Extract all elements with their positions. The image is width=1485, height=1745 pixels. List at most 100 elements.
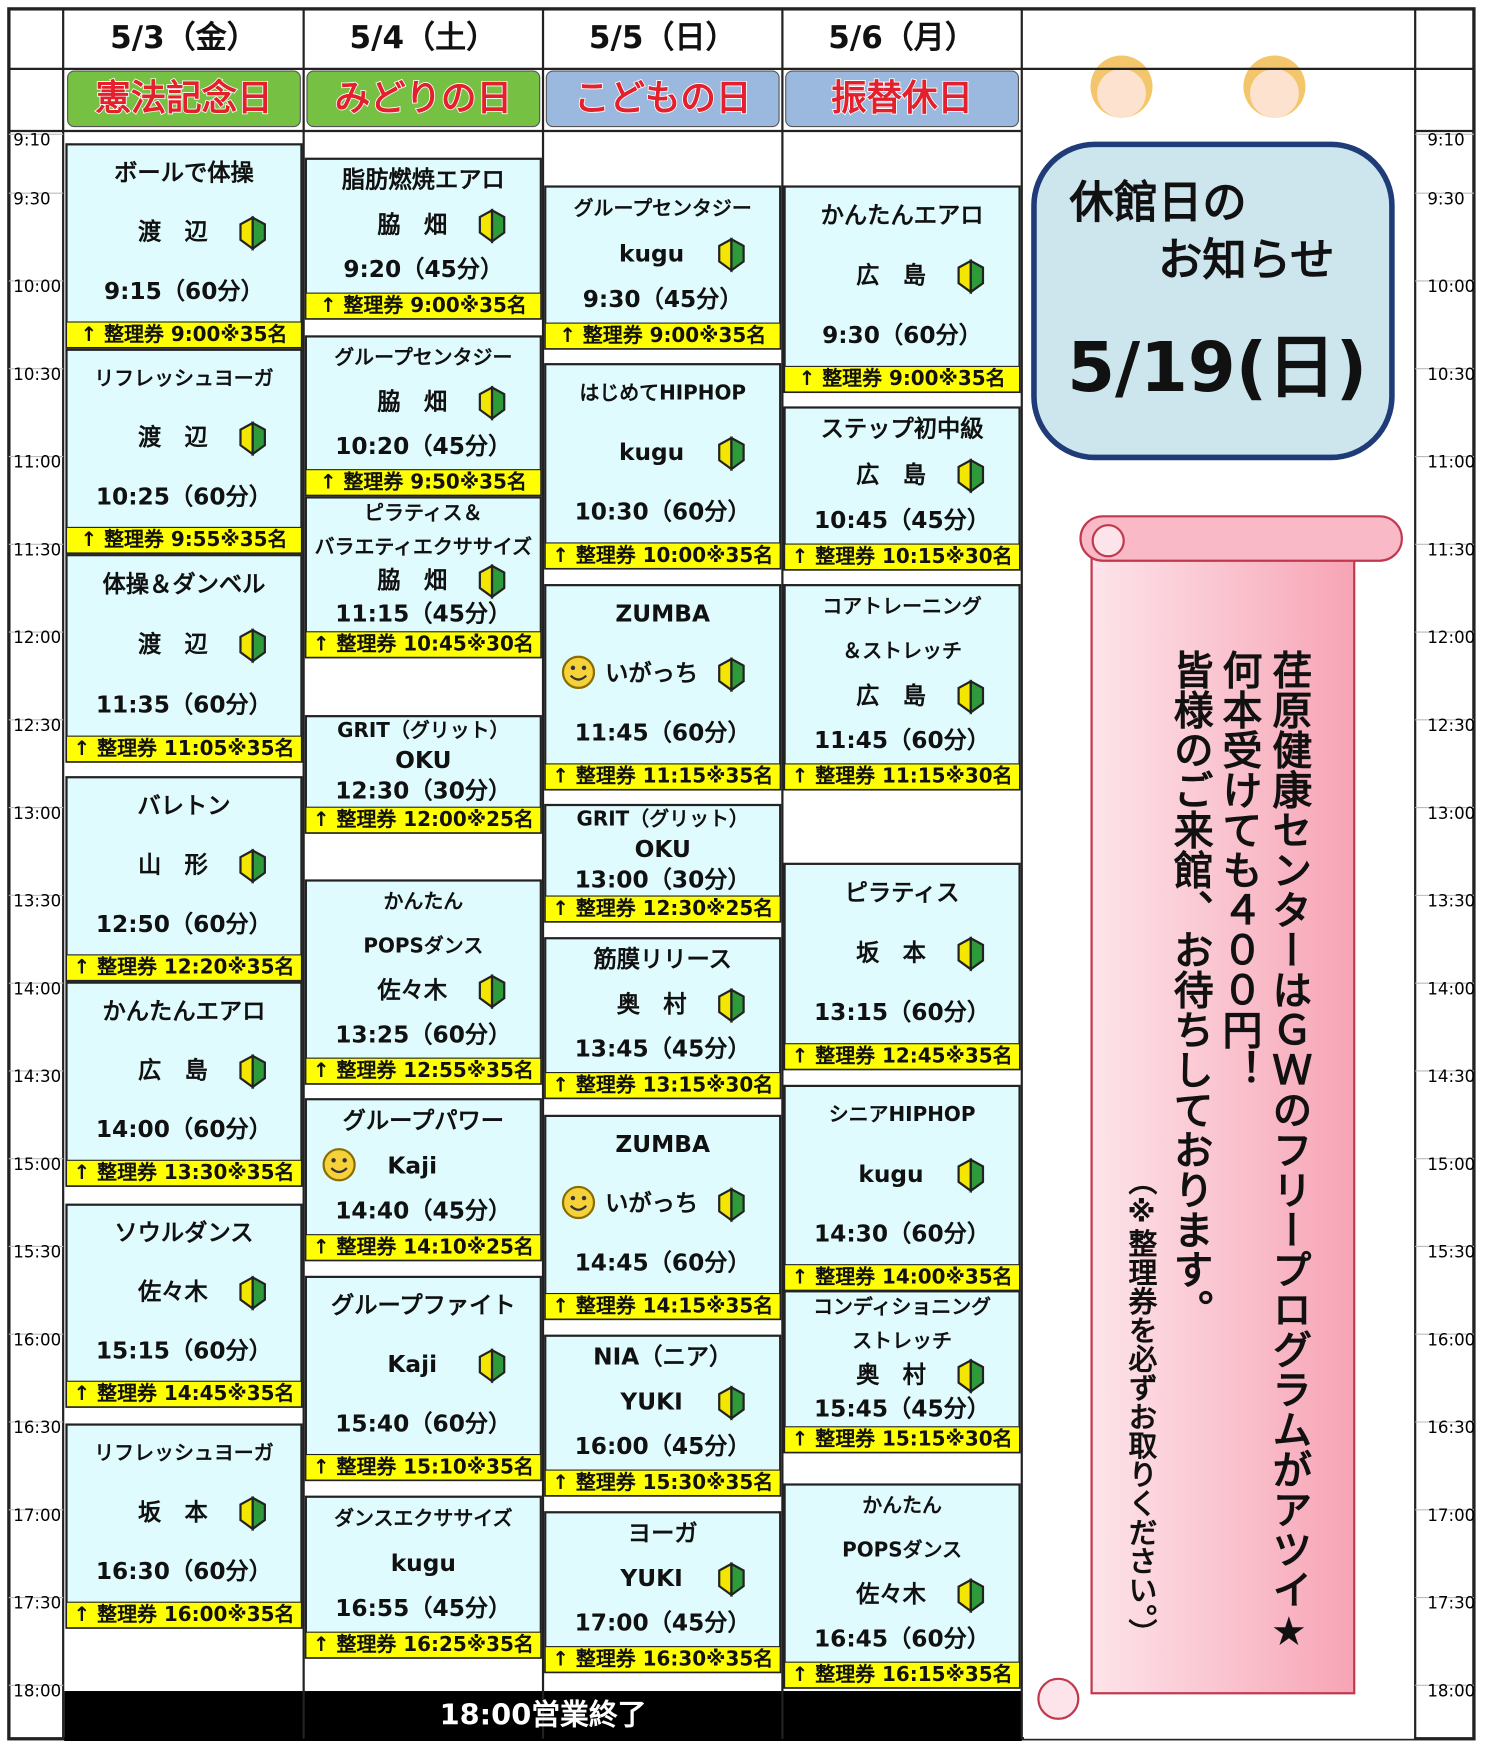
class-box [544, 937, 782, 1100]
class-box [783, 406, 1021, 571]
scroll [1090, 542, 1356, 1695]
time-label: 16:00 [1427, 1330, 1475, 1349]
time-label: 10:00 [13, 277, 61, 296]
ticket-band [305, 469, 542, 496]
time-label: 17:00 [1427, 1506, 1475, 1525]
time-label: 10:30 [1427, 365, 1475, 384]
ticket: ↑ 整理券 11:05※35名 [74, 736, 295, 760]
holiday-bg [67, 70, 301, 128]
beginner-mark [251, 628, 266, 664]
class-time: 11:15（45分） [335, 600, 511, 627]
instructor: kugu [619, 240, 684, 267]
smiley [330, 1167, 348, 1174]
class-name: リフレッシュヨーガ [94, 366, 273, 390]
smiley [569, 674, 588, 681]
time-label: 14:30 [13, 1067, 61, 1086]
class-time: 13:00（30分） [575, 866, 751, 893]
class-time: 9:20（45分） [343, 256, 503, 283]
class-time: 16:30（60分） [96, 1558, 272, 1585]
ticket-band [544, 1469, 781, 1497]
instructor: いがっち [605, 660, 698, 687]
class-name: グループパワー [343, 1107, 504, 1134]
class-time: 13:25（60分） [335, 1021, 511, 1048]
class-box [65, 554, 303, 763]
time-label: 18:00 [13, 1681, 61, 1700]
class-name: ステップ初中級 [821, 416, 985, 443]
ticket-band [305, 1057, 542, 1085]
class-name: グループセンタジー [574, 196, 752, 220]
class-time: 15:15（60分） [96, 1337, 272, 1364]
class-time: 14:45（60分） [575, 1249, 751, 1276]
class-name: かんたん [383, 889, 463, 913]
instructor: 渡 辺 [138, 424, 208, 451]
time-label: 12:30 [13, 716, 61, 735]
instructor: 佐々木 [376, 977, 447, 1004]
class-time: 11:45（60分） [814, 727, 990, 754]
class-box [783, 862, 1021, 1071]
time-label: 16:30 [13, 1418, 61, 1437]
class-name: 筋膜リリース [594, 946, 732, 973]
ticket-band [544, 1072, 781, 1099]
instructor: 広 島 [138, 1057, 208, 1084]
ticket-band [784, 1426, 1021, 1453]
class-box [544, 1511, 782, 1674]
class-name: POPSダンス [363, 934, 483, 958]
class-time: 16:45（60分） [814, 1625, 990, 1652]
instructor: 坂 本 [138, 1499, 208, 1526]
time-label: 13:00 [13, 804, 61, 823]
smiley [331, 1158, 336, 1163]
time-label: 14:30 [1427, 1067, 1475, 1086]
time-label: 17:30 [13, 1594, 61, 1613]
scroll-top [1079, 515, 1403, 562]
notice-title: 休館日の [1068, 177, 1246, 228]
time-label: 15:00 [1427, 1155, 1475, 1174]
smiley [581, 1195, 587, 1201]
class-name: グループファイト [331, 1292, 516, 1319]
class-box [304, 157, 542, 320]
class-name: ピラティス＆ [364, 501, 482, 525]
ticket: ↑ 整理券 15:15※30名 [792, 1427, 1013, 1451]
ticket: ↑ 整理券 10:00※35名 [552, 543, 773, 567]
ticket-band [544, 1292, 781, 1320]
time-label: 11:00 [13, 453, 61, 472]
class-time: 14:00（60分） [96, 1116, 272, 1143]
holiday: 憲法記念日 [95, 78, 272, 119]
time-label: 9:30 [13, 189, 50, 208]
class-box [65, 981, 303, 1187]
beginner-mark [730, 657, 745, 693]
class-name: 体操＆ダンベル [103, 571, 266, 598]
class-time: 12:50（60分） [96, 911, 272, 938]
ticket: ↑ 整理券 12:20※35名 [74, 955, 295, 979]
beginner-mark [969, 1578, 985, 1614]
notice-date: 5/19(日) [1067, 328, 1367, 408]
ticket-band [305, 292, 542, 320]
scroll-curl [1091, 524, 1125, 558]
ticket-band [305, 1453, 542, 1481]
ticket-band [784, 763, 1021, 791]
beginner-mark [969, 1157, 985, 1194]
holiday-bg [785, 70, 1019, 128]
class-name: コアトレーニング [822, 594, 982, 618]
ticket: ↑ 整理券 11:15※30名 [792, 764, 1013, 788]
instructor: 脇 畑 [377, 567, 447, 594]
scroll-text: （※整理券を必ずお取りください。） [1124, 1166, 1158, 1647]
smiley [581, 665, 587, 671]
class-time: 11:35（60分） [96, 691, 272, 718]
instructor: 坂 本 [856, 939, 926, 966]
ticket: ↑ 整理券 10:15※30名 [792, 544, 1013, 568]
class-time: 13:45（45分） [575, 1036, 751, 1063]
instructor: Kaji [387, 1152, 437, 1179]
ticket: ↑ 整理券 9:50※35名 [320, 469, 527, 493]
ticket-band [305, 631, 542, 658]
ticket-band [305, 1234, 542, 1261]
ticket: ↑ 整理券 9:00※35名 [559, 323, 766, 347]
holiday-bg [545, 70, 780, 128]
ticket-band [65, 1601, 302, 1629]
ticket: ↑ 整理券 14:10※25名 [313, 1235, 534, 1259]
class-time: 17:00（45分） [575, 1610, 751, 1637]
ticket: ↑ 整理券 9:00※35名 [799, 366, 1006, 390]
instructor: 渡 辺 [138, 631, 208, 658]
class-box [783, 185, 1021, 394]
class-time: 16:55（45分） [335, 1595, 511, 1622]
class-name: ソウルダンス [114, 1220, 253, 1247]
